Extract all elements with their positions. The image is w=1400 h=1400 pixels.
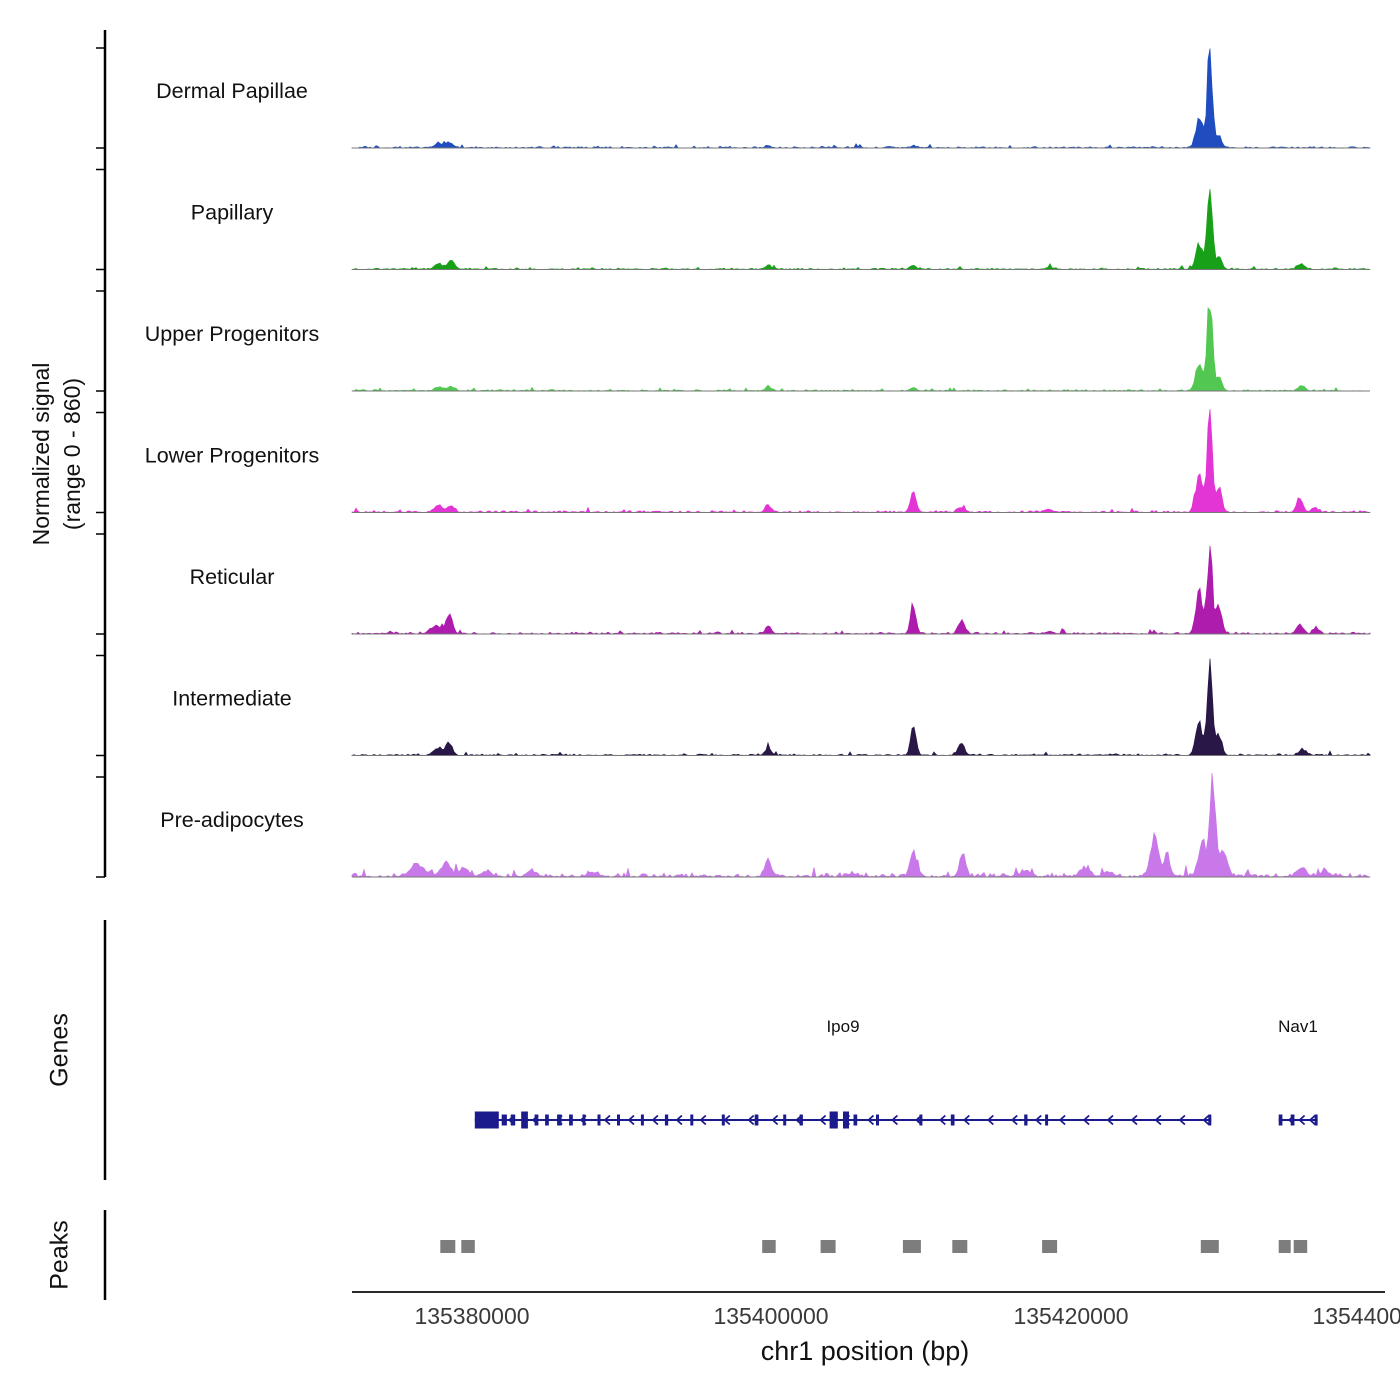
strand-arrow-icon (603, 1114, 611, 1126)
peak-region-1 (461, 1240, 475, 1253)
exon-ipo9 (843, 1111, 849, 1129)
strand-arrow-icon (986, 1114, 994, 1126)
exon-nav1 (1278, 1114, 1283, 1126)
strand-arrow-icon (1298, 1114, 1306, 1126)
strand-arrow-icon (891, 1114, 899, 1126)
exon-ipo9 (1024, 1114, 1028, 1126)
strand-arrow-icon (867, 1114, 875, 1126)
strand-arrow-icon (771, 1114, 779, 1126)
exon-ipo9 (829, 1111, 838, 1129)
signal-area-intermediate (351, 658, 1371, 757)
x-tick-label-3: 135440000 (1312, 1303, 1400, 1329)
peak-region-2 (762, 1240, 776, 1253)
x-axis-label: chr1 position (bp) (760, 1336, 970, 1366)
peak-region-5 (952, 1240, 968, 1253)
exon-ipo9 (799, 1114, 803, 1126)
peak-region-3 (820, 1240, 836, 1253)
track-label-dermal-papillae: Dermal Papillae (156, 79, 308, 103)
exon-ipo9 (919, 1114, 923, 1126)
strand-arrow-icon (1010, 1114, 1018, 1126)
strand-arrow-icon (699, 1114, 707, 1126)
strand-arrow-icon (1308, 1114, 1316, 1126)
strand-arrow-icon (962, 1114, 970, 1126)
track-label-papillary: Papillary (191, 201, 274, 225)
peak-region-6 (1042, 1240, 1058, 1253)
exon-ipo9 (597, 1114, 601, 1126)
peak-region-9 (1293, 1240, 1308, 1253)
x-tick-label-1: 135400000 (713, 1303, 828, 1329)
signal-area-pre-adipocytes (351, 772, 1371, 878)
strand-arrow-icon (938, 1114, 946, 1126)
signal-area-papillary (351, 189, 1371, 270)
track-label-upper-progenitors: Upper Progenitors (145, 322, 319, 346)
exon-ipo9 (876, 1114, 879, 1126)
track-label-reticular: Reticular (190, 565, 275, 589)
track-label-lower-progenitors: Lower Progenitors (145, 444, 319, 468)
peak-region-8 (1278, 1240, 1291, 1253)
strand-arrow-icon (1034, 1114, 1042, 1126)
peak-region-7 (1200, 1240, 1219, 1253)
exon-ipo9 (783, 1114, 787, 1126)
gene-name-nav1: Nav1 (1278, 1017, 1318, 1036)
exon-ipo9 (545, 1114, 549, 1126)
track-label-intermediate: Intermediate (172, 687, 292, 711)
exon-ipo9 (950, 1114, 955, 1126)
exon-ipo9 (521, 1111, 528, 1129)
exon-ipo9 (569, 1114, 573, 1126)
peak-region-0 (440, 1240, 456, 1253)
exon-ipo9 (534, 1114, 539, 1126)
strand-arrow-icon (1202, 1114, 1210, 1126)
signal-area-dermal-papillae (351, 48, 1371, 149)
strand-arrow-icon (747, 1114, 755, 1126)
signal-area-lower-progenitors (351, 409, 1371, 513)
exon-ipo9 (474, 1111, 499, 1129)
exon-ipo9 (754, 1114, 759, 1126)
exon-ipo9 (690, 1114, 694, 1126)
strand-arrow-icon (819, 1114, 827, 1126)
strand-arrow-icon (1154, 1114, 1162, 1126)
strand-arrow-icon (1130, 1114, 1138, 1126)
gene-name-ipo9: Ipo9 (826, 1017, 859, 1036)
x-tick-label-2: 135420000 (1013, 1303, 1128, 1329)
track-label-pre-adipocytes: Pre-adipocytes (160, 808, 303, 832)
signal-area-reticular (351, 545, 1371, 635)
exon-ipo9 (557, 1114, 562, 1126)
exon-ipo9 (582, 1114, 586, 1126)
x-tick-label-0: 135380000 (414, 1303, 529, 1329)
strand-arrow-icon (675, 1114, 683, 1126)
exon-ipo9 (721, 1114, 725, 1126)
exon-ipo9 (664, 1114, 669, 1126)
peak-region-4 (902, 1240, 921, 1253)
strand-arrow-icon (1082, 1114, 1090, 1126)
strand-arrow-icon (627, 1114, 635, 1126)
exon-nav1 (1314, 1114, 1318, 1126)
signal-area-upper-progenitors (351, 307, 1371, 392)
exon-ipo9 (640, 1114, 644, 1126)
exon-ipo9 (1045, 1114, 1049, 1126)
exon-ipo9 (510, 1114, 516, 1126)
strand-arrow-icon (1178, 1114, 1186, 1126)
strand-arrow-icon (651, 1114, 659, 1126)
exon-ipo9 (853, 1114, 858, 1126)
exon-ipo9 (1208, 1114, 1212, 1126)
exon-nav1 (1290, 1114, 1295, 1126)
strand-arrow-icon (1106, 1114, 1114, 1126)
exon-ipo9 (501, 1114, 507, 1126)
strand-arrow-icon (1058, 1114, 1066, 1126)
exon-ipo9 (617, 1114, 620, 1126)
